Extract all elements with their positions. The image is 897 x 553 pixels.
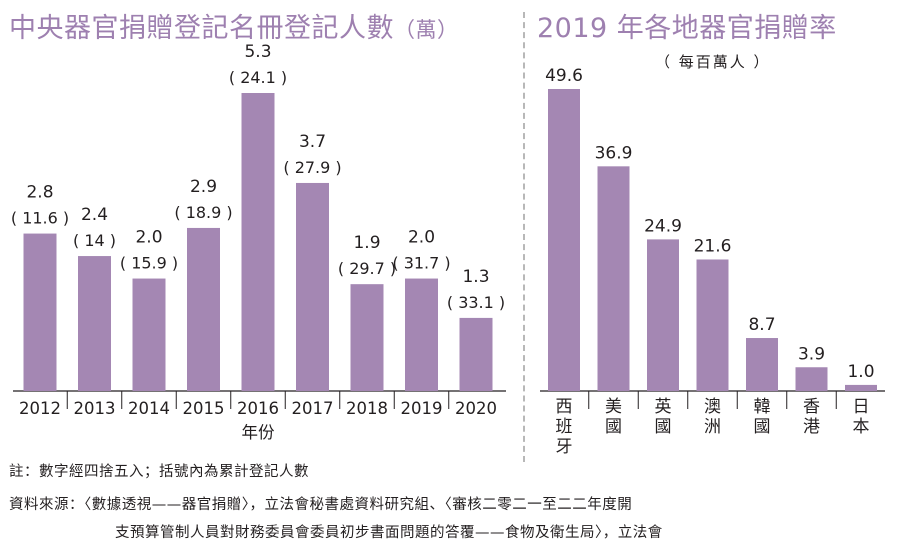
cumulative-label-2013: ( 14 )	[73, 231, 116, 250]
source-line-1: 資料來源：〈數據透視——器官捐贈〉，立法會秘書處資料研究組、〈審核二零二一至二二…	[9, 497, 633, 513]
bar-香港	[795, 367, 828, 391]
value-label-2015: 2.9	[190, 177, 217, 197]
x-tick-2017: 2017	[292, 399, 334, 418]
x-tick-日本-char-1: 本	[853, 417, 870, 437]
cumulative-label-2020: ( 33.1 )	[447, 293, 505, 312]
bar-2019	[405, 278, 438, 391]
x-tick-2019: 2019	[401, 399, 443, 418]
left-chart-title-unit: （萬）	[394, 18, 459, 42]
cumulative-label-2014: ( 15.9 )	[120, 254, 178, 273]
x-tick-韓國-char-1: 國	[754, 417, 771, 437]
value-label-韓國: 8.7	[748, 315, 775, 335]
x-tick-2020: 2020	[455, 399, 497, 418]
x-tick-香港-char-1: 港	[803, 417, 820, 437]
x-tick-2014: 2014	[128, 399, 170, 418]
value-label-美國: 36.9	[595, 143, 633, 163]
left-chart-title-text: 中央器官捐贈登記名冊登記人數	[9, 13, 394, 44]
value-label-2020: 1.3	[462, 267, 489, 287]
x-tick-2018: 2018	[346, 399, 388, 418]
bar-2016	[241, 93, 275, 391]
x-tick-2013: 2013	[74, 399, 116, 418]
cumulative-label-2012: ( 11.6 )	[11, 209, 69, 228]
bar-2012	[23, 233, 57, 391]
x-tick-澳洲-char-0: 澳	[704, 397, 721, 417]
x-tick-2012: 2012	[19, 399, 61, 418]
x-tick-西班牙-char-1: 班	[556, 417, 573, 437]
right-chart-title: 2019 年各地器官捐贈率	[537, 13, 837, 44]
cumulative-label-2019: ( 31.7 )	[392, 254, 450, 273]
value-label-2019: 2.0	[408, 228, 435, 248]
bar-日本	[845, 384, 877, 391]
x-tick-日本-char-0: 日	[853, 397, 870, 417]
x-tick-美國-char-0: 美	[605, 397, 622, 417]
left-x-axis-label: 年份	[242, 423, 276, 442]
cumulative-label-2018: ( 29.7 )	[338, 259, 396, 278]
right-chart-subtitle: （ 每百萬人 ）	[655, 53, 771, 71]
value-label-2018: 1.9	[353, 233, 380, 253]
chart-divider	[523, 12, 525, 462]
cumulative-label-2017: ( 27.9 )	[283, 158, 341, 177]
bar-2018	[350, 284, 384, 391]
x-tick-美國-char-1: 國	[605, 417, 622, 437]
value-label-2012: 2.8	[26, 183, 53, 203]
value-label-澳洲: 21.6	[694, 236, 732, 256]
x-tick-2015: 2015	[183, 399, 225, 418]
bar-2013	[78, 256, 111, 391]
cumulative-label-2016: ( 24.1 )	[229, 68, 287, 87]
x-tick-西班牙-char-2: 牙	[556, 437, 573, 457]
bar-2020	[459, 317, 493, 391]
x-tick-2016: 2016	[237, 399, 279, 418]
bar-澳洲	[696, 259, 729, 391]
value-label-2016: 5.3	[244, 42, 271, 62]
x-tick-英國-char-0: 英	[655, 397, 672, 417]
bar-2015	[187, 227, 220, 391]
value-label-英國: 24.9	[644, 216, 682, 236]
bar-2017	[296, 182, 329, 391]
footnote: 註：數字經四捨五入；括號內為累計登記人數	[9, 464, 309, 480]
x-tick-西班牙-char-0: 西	[556, 397, 573, 417]
bar-韓國	[746, 338, 778, 391]
source-line-2: 支預算管制人員對財務委員會委員初步書面問題的答覆——食物及衛生局〉，立法會	[115, 525, 663, 541]
bar-美國	[597, 166, 630, 391]
bar-2014	[132, 278, 166, 391]
value-label-2014: 2.0	[135, 228, 162, 248]
x-tick-香港-char-0: 香	[803, 397, 820, 417]
bar-英國	[647, 239, 679, 391]
x-tick-英國-char-1: 國	[655, 417, 672, 437]
x-tick-韓國-char-0: 韓	[754, 397, 771, 417]
value-label-西班牙: 49.6	[545, 66, 583, 86]
value-label-香港: 3.9	[798, 344, 825, 364]
value-label-2013: 2.4	[81, 205, 108, 225]
x-tick-澳洲-char-1: 洲	[704, 417, 721, 437]
value-label-日本: 1.0	[847, 362, 874, 382]
bar-西班牙	[548, 89, 580, 391]
cumulative-label-2015: ( 18.9 )	[174, 203, 232, 222]
left-chart-title: 中央器官捐贈登記名冊登記人數（萬）	[9, 6, 459, 45]
value-label-2017: 3.7	[299, 132, 326, 152]
